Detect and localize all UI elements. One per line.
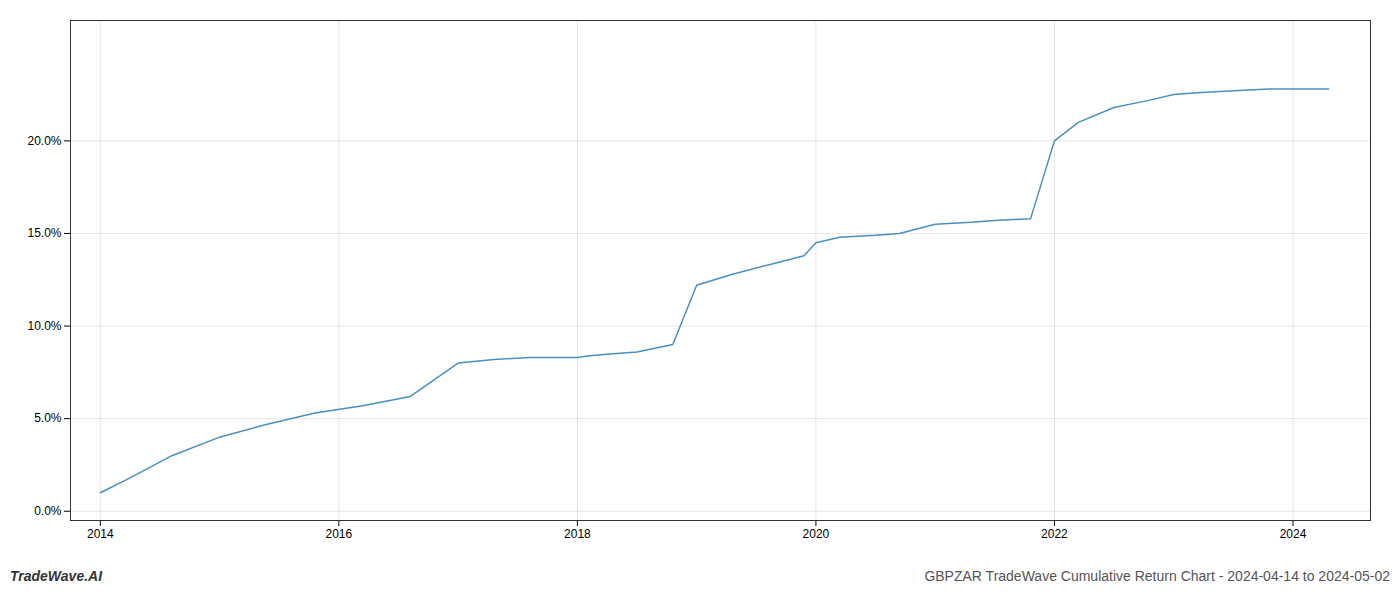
svg-text:0.0%: 0.0% — [34, 504, 62, 518]
html-text:GBPZAR TradeWave Cumulative Re: GBPZAR TradeWave Cumulative Return Chart… — [924, 568, 1390, 584]
html-text:TradeWave.AI: TradeWave.AI — [10, 568, 103, 584]
svg-text:2016: 2016 — [325, 527, 352, 541]
svg-text:2018: 2018 — [564, 527, 591, 541]
svg-text:2022: 2022 — [1041, 527, 1068, 541]
svg-text:15.0%: 15.0% — [27, 226, 61, 240]
svg-text:10.0%: 10.0% — [27, 319, 61, 333]
svg-text:5.0%: 5.0% — [34, 411, 62, 425]
svg-text:2014: 2014 — [87, 527, 114, 541]
svg-text:20.0%: 20.0% — [27, 134, 61, 148]
svg-text:2020: 2020 — [803, 527, 830, 541]
svg-text:2024: 2024 — [1280, 527, 1307, 541]
